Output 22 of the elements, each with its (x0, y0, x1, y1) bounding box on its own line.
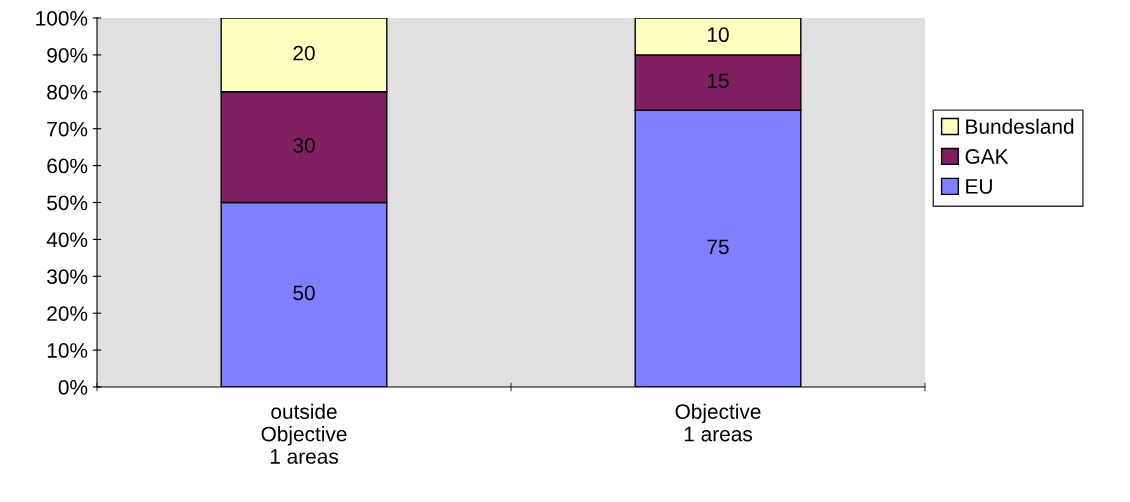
x-tick-label: Objective 1 areas (675, 403, 761, 442)
y-tick-label: 90% (47, 47, 88, 63)
data-label: 30 (293, 137, 315, 153)
y-tick-label: 70% (47, 121, 88, 137)
y-tick-label: 0% (58, 380, 88, 395)
y-tick-label: 30% (47, 269, 88, 285)
data-label: 10 (708, 27, 729, 43)
legend-label: Bundesland (966, 118, 1074, 134)
data-label: 20 (293, 45, 315, 61)
y-tick-label: 20% (47, 306, 88, 321)
legend-label: EU (966, 179, 992, 194)
y-tick-label: 60% (47, 158, 88, 174)
data-label: 15 (708, 73, 729, 89)
y-tick-label: 10% (47, 343, 88, 358)
x-tick-label: outside Objective 1 areas (261, 403, 347, 464)
y-tick-label: 40% (46, 232, 88, 248)
legend-label: GAK (965, 149, 1009, 164)
y-tick-label: 50% (47, 195, 88, 211)
data-label: 75 (707, 239, 729, 255)
y-tick-label: 100% (36, 11, 88, 26)
y-tick-label: 80% (47, 84, 88, 100)
data-label: 50 (293, 285, 315, 301)
